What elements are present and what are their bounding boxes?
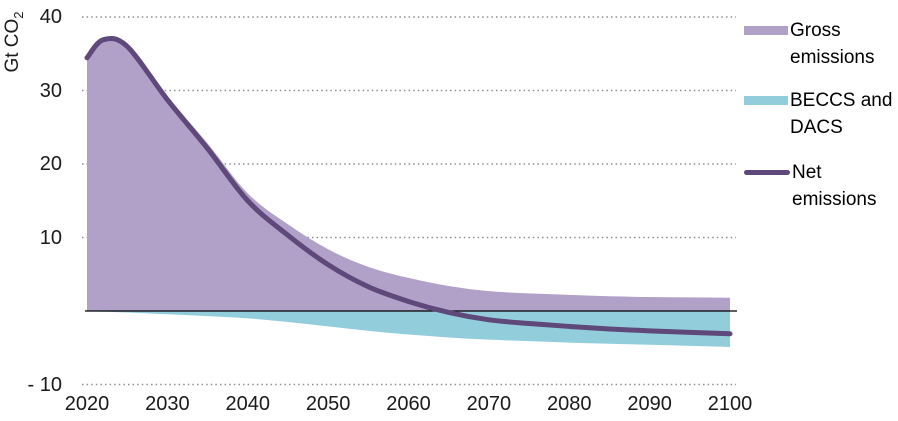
y-tick-label-40: 40 — [39, 6, 62, 28]
legend-label: BECCS and DACS — [790, 90, 893, 138]
x-tick-label-2050: 2050 — [305, 393, 351, 415]
y-tick-label--10: - 10 — [27, 373, 62, 396]
legend-label: Net emissions — [792, 162, 877, 210]
beccs-dacs-swatch-icon — [744, 96, 788, 105]
legend-item-beccs-dacs: BECCS and DACS — [744, 87, 892, 141]
legend-label: Gross emissions — [790, 20, 875, 68]
legend-item-net-emissions: Net emissions — [744, 159, 876, 213]
area-beccs-and-dacs — [87, 311, 730, 348]
y-tick-label-10: 10 — [39, 226, 62, 249]
x-tick-label-2060: 2060 — [386, 393, 431, 415]
x-tick-label-2030: 2030 — [145, 393, 190, 415]
line-net-emissions — [84, 35, 733, 337]
x-tick-label-2090: 2090 — [627, 393, 672, 415]
legend-item-gross-emissions: Gross emissions — [744, 17, 874, 71]
x-tick-label-2020: 2020 — [64, 393, 110, 415]
y-tick-label-20: 20 — [39, 153, 62, 175]
y-tick-label-30: 30 — [39, 79, 62, 102]
x-tick-label-2080: 2080 — [547, 393, 592, 415]
area-gross-emissions — [87, 37, 730, 311]
x-tick-label-2070: 2070 — [466, 393, 512, 415]
gross-emissions-swatch-icon — [744, 26, 788, 35]
x-tick-label-2100: 2100 — [707, 393, 753, 415]
x-tick-label-2040: 2040 — [225, 393, 271, 415]
net-emissions-line-swatch-icon — [744, 170, 790, 175]
